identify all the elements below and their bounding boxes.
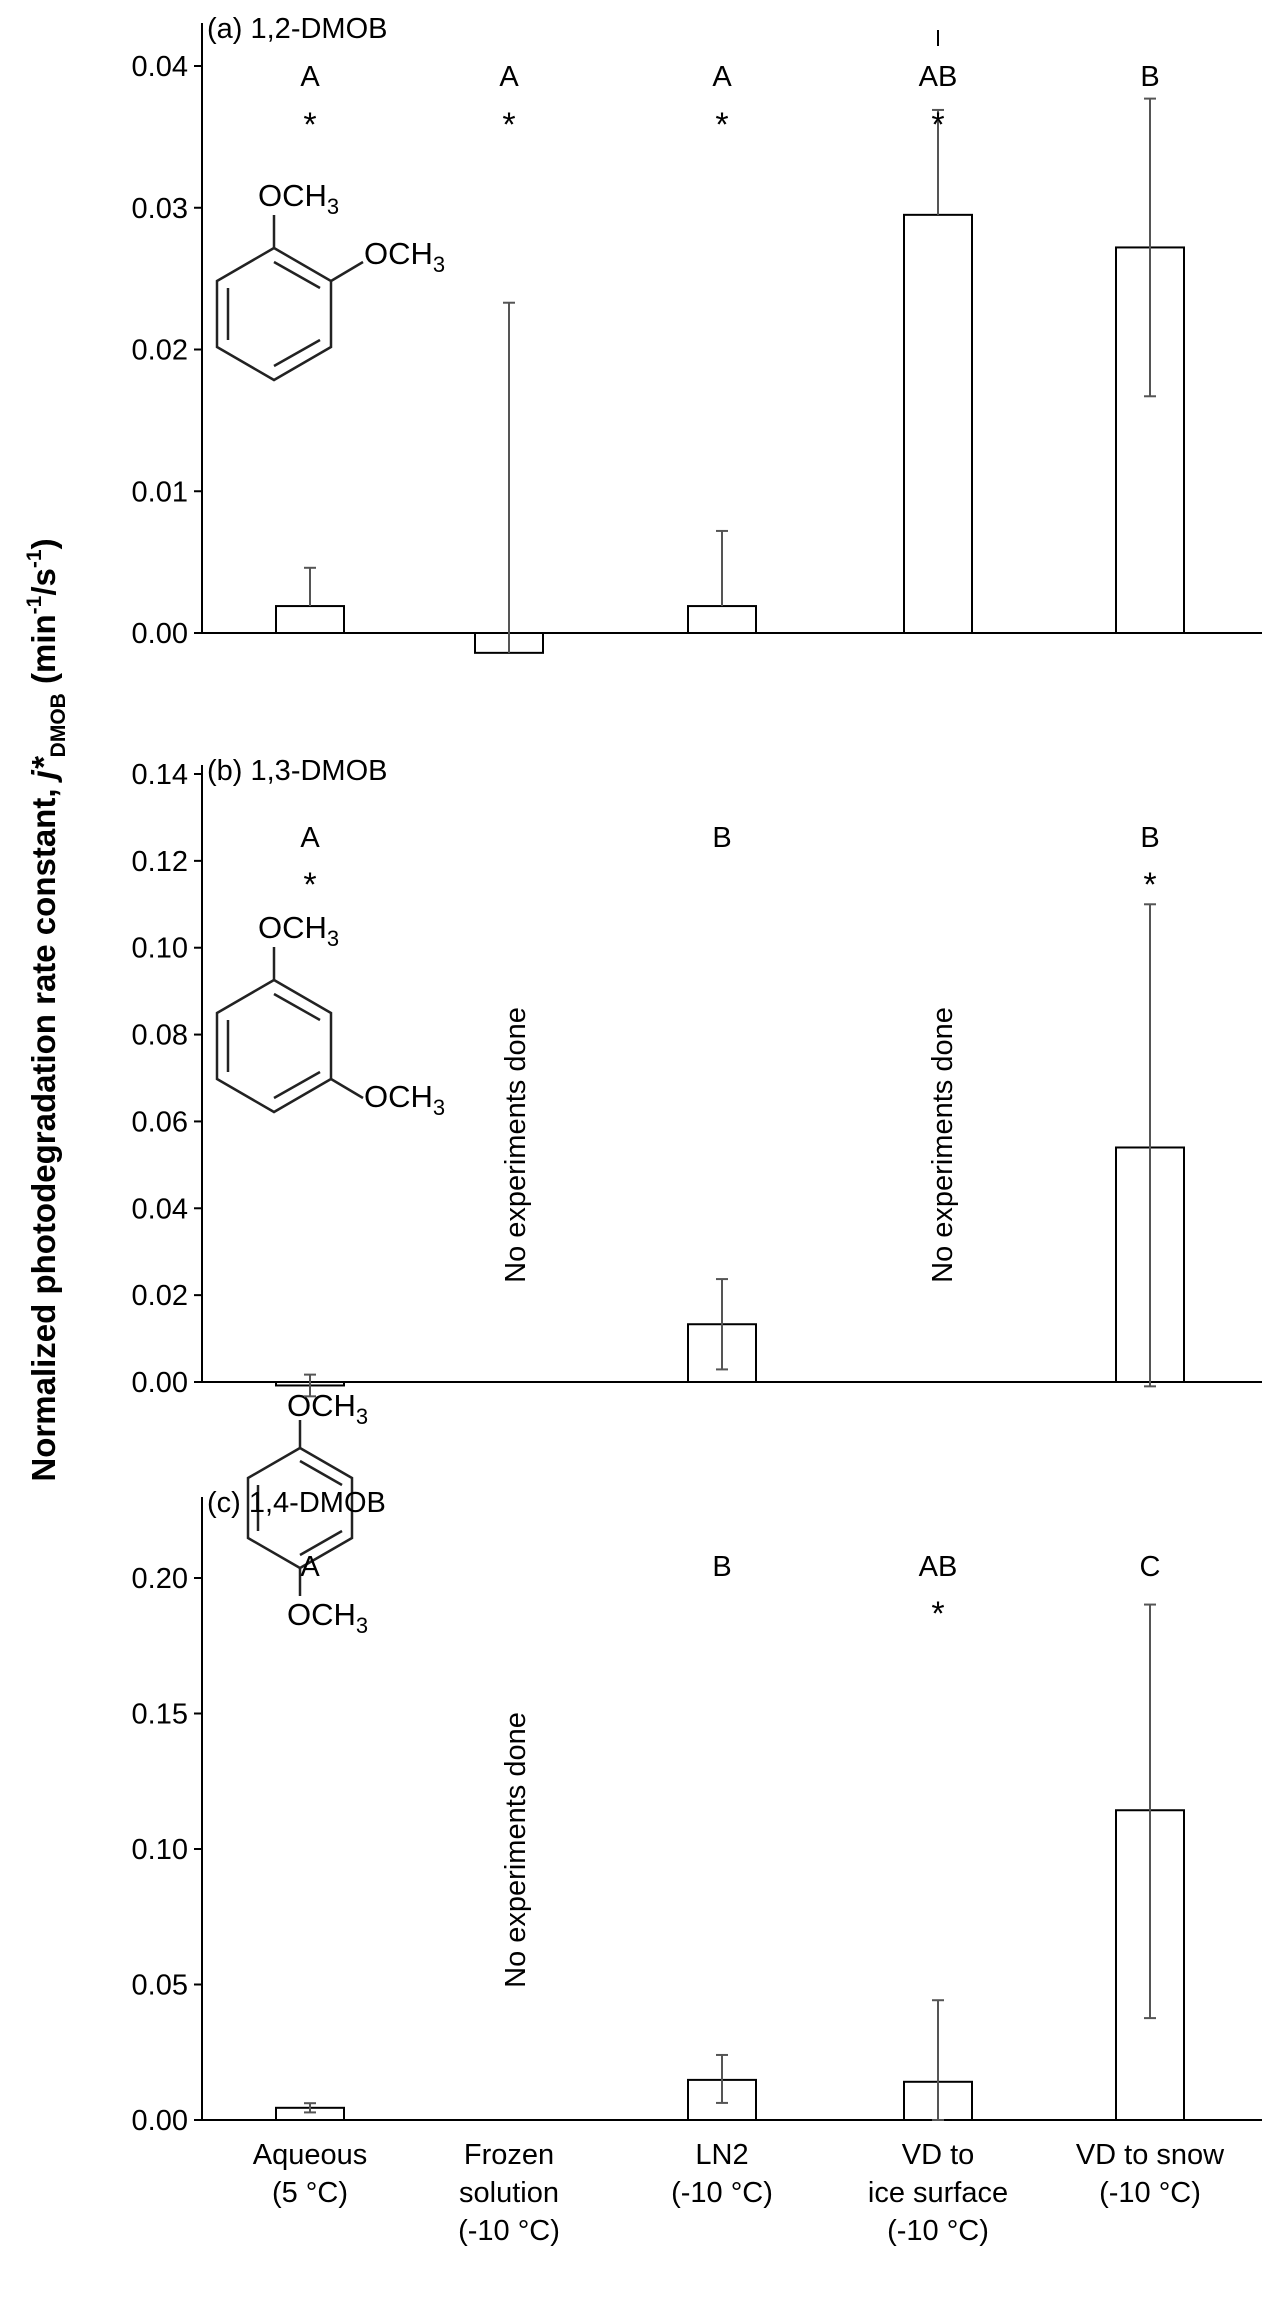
y-axis-label-prefix: Normalized photodegradation rate constan… <box>25 779 62 1481</box>
bar <box>687 605 757 635</box>
significance-letter: B <box>712 822 731 854</box>
y-tick-label: 0.15 <box>132 1699 188 1731</box>
y-tick-label: 0.02 <box>132 1280 188 1312</box>
structure-1-3-label-2: OCH3 <box>364 1079 445 1120</box>
panel-title: (a) 1,2-DMOB <box>207 13 387 45</box>
bar <box>275 605 345 635</box>
y-tick-label: 0.03 <box>132 193 188 225</box>
significance-star: * <box>1143 866 1156 904</box>
substituent-bond <box>330 1077 364 1100</box>
y-tick-label: 0.00 <box>132 618 188 650</box>
panel-2: 0.00 0.05 0.10 0.15 0.20 (c) 1,4-DMOB A No expe… <box>132 1487 1262 2137</box>
panel-1: 0.00 0.02 0.04 0.06 0.08 0.10 0.12 0.14 (b) 1,3-… <box>132 755 1262 1399</box>
y-axis-label-sup2: -1 <box>23 549 46 568</box>
x-category-label: Aqueous (5 °C) <box>253 2139 368 2209</box>
significance-star: * <box>303 106 316 144</box>
structure-1-3-label-1: OCH3 <box>258 910 339 951</box>
structure-1-4-label-1: OCH3 <box>287 1388 368 1429</box>
significance-letter: A <box>712 61 732 93</box>
x-category-label: LN2 (-10 °C) <box>671 2139 773 2209</box>
structure-1-3-dmob <box>215 947 364 1114</box>
y-tick-label: 0.05 <box>132 1970 188 2002</box>
inner-bond <box>273 260 321 290</box>
x-category-line: (5 °C) <box>272 2177 348 2209</box>
y-tick-label: 0.10 <box>132 1834 188 1866</box>
no-experiments-label: No experiments done <box>927 1007 959 1283</box>
significance-star: * <box>931 106 944 144</box>
inner-bond <box>273 1070 321 1100</box>
y-tick-label: 0.14 <box>132 759 188 791</box>
x-category-line: solution <box>459 2177 559 2209</box>
chart-panels: 0.000.010.020.030.04(a) 1,2-DMOBA*A*A*AB… <box>132 13 1262 2137</box>
structure-1-2-dmob <box>215 215 364 382</box>
y-axis-label-slash: /s <box>25 568 62 596</box>
y-tick-label: 0.06 <box>132 1106 188 1138</box>
y-axis-label: Normalized photodegradation rate constan… <box>23 538 70 1481</box>
structure-1-4-label-2: OCH3 <box>287 1597 368 1638</box>
inner-bond <box>299 1459 343 1487</box>
significance-letter: AB <box>919 61 958 93</box>
y-tick-label: 0.04 <box>132 1193 188 1225</box>
x-category-line: ice surface <box>868 2177 1008 2209</box>
significance-letter: A <box>300 822 320 854</box>
x-axis-category-labels: Aqueous (5 °C) Frozen solution (-10 °C) LN2 (-… <box>253 2139 1225 2247</box>
significance-letter: C <box>1140 1551 1161 1583</box>
x-category-label: VD to snow (-10 °C) <box>1076 2139 1225 2209</box>
y-tick-label: 0.00 <box>132 1367 188 1399</box>
x-category-line: (-10 °C) <box>671 2177 773 2209</box>
bar <box>903 213 973 634</box>
x-category-line: Aqueous <box>253 2139 368 2171</box>
inner-bond <box>299 1529 343 1557</box>
panel-title: (b) 1,3-DMOB <box>207 755 387 787</box>
x-category-label: VD to ice surface (-10 °C) <box>868 2139 1008 2247</box>
significance-letter: B <box>712 1551 731 1583</box>
y-tick-label: 0.04 <box>132 51 188 83</box>
no-experiments-label: No experiments done <box>500 1007 532 1283</box>
x-category-label: Frozen solution (-10 °C) <box>458 2139 560 2247</box>
y-tick-label: 0.01 <box>132 476 188 508</box>
y-axis-label-sup1: -1 <box>23 595 46 614</box>
significance-letter: A <box>300 1551 320 1583</box>
y-tick-label: 0.08 <box>132 1020 188 1052</box>
benzene-ring <box>215 246 333 382</box>
y-tick-label: 0.12 <box>132 846 188 878</box>
x-category-line: VD to snow <box>1076 2139 1225 2171</box>
x-category-line: Frozen <box>464 2139 554 2171</box>
y-tick-label: 0.02 <box>132 335 188 367</box>
significance-letter: B <box>1140 822 1159 854</box>
substituent-bond <box>330 260 364 283</box>
y-axis-label-units-open: (min <box>25 614 62 693</box>
structure-1-2-label-1: OCH3 <box>258 178 339 219</box>
x-category-line: (-10 °C) <box>887 2215 989 2247</box>
significance-letter: A <box>499 61 519 93</box>
x-category-line: VD to <box>902 2139 975 2171</box>
y-tick-label: 0.20 <box>132 1563 188 1595</box>
significance-star: * <box>502 106 515 144</box>
panel-0: 0.00 0.01 0.02 0.03 0.04 (a) 1,2-DMOB A * A * A * AB… <box>132 13 1262 654</box>
x-category-line: (-10 °C) <box>458 2215 560 2247</box>
y-tick-label: 0.00 <box>132 2105 188 2137</box>
y-tick-label: 0.10 <box>132 933 188 965</box>
y-axis-label-j: j* <box>25 755 62 783</box>
inner-bond <box>273 992 321 1022</box>
significance-star: * <box>931 1595 944 1633</box>
significance-star: * <box>303 866 316 904</box>
significance-letter: A <box>300 61 320 93</box>
x-category-line: (-10 °C) <box>1099 2177 1201 2209</box>
significance-letter: AB <box>919 1551 958 1583</box>
structure-1-4-dmob <box>246 1420 354 1596</box>
no-experiments-label: No experiments done <box>500 1712 532 1988</box>
benzene-ring <box>215 978 333 1114</box>
structure-1-2-label-2: OCH3 <box>364 236 445 277</box>
significance-star: * <box>715 106 728 144</box>
y-axis-label-j-sub: DMOB <box>47 693 70 757</box>
inner-bond <box>273 338 321 368</box>
x-category-line: LN2 <box>695 2139 748 2171</box>
significance-letter: B <box>1140 61 1159 93</box>
panel-title: (c) 1,4-DMOB <box>207 1487 386 1519</box>
y-axis-label-units-close: ) <box>25 538 62 549</box>
